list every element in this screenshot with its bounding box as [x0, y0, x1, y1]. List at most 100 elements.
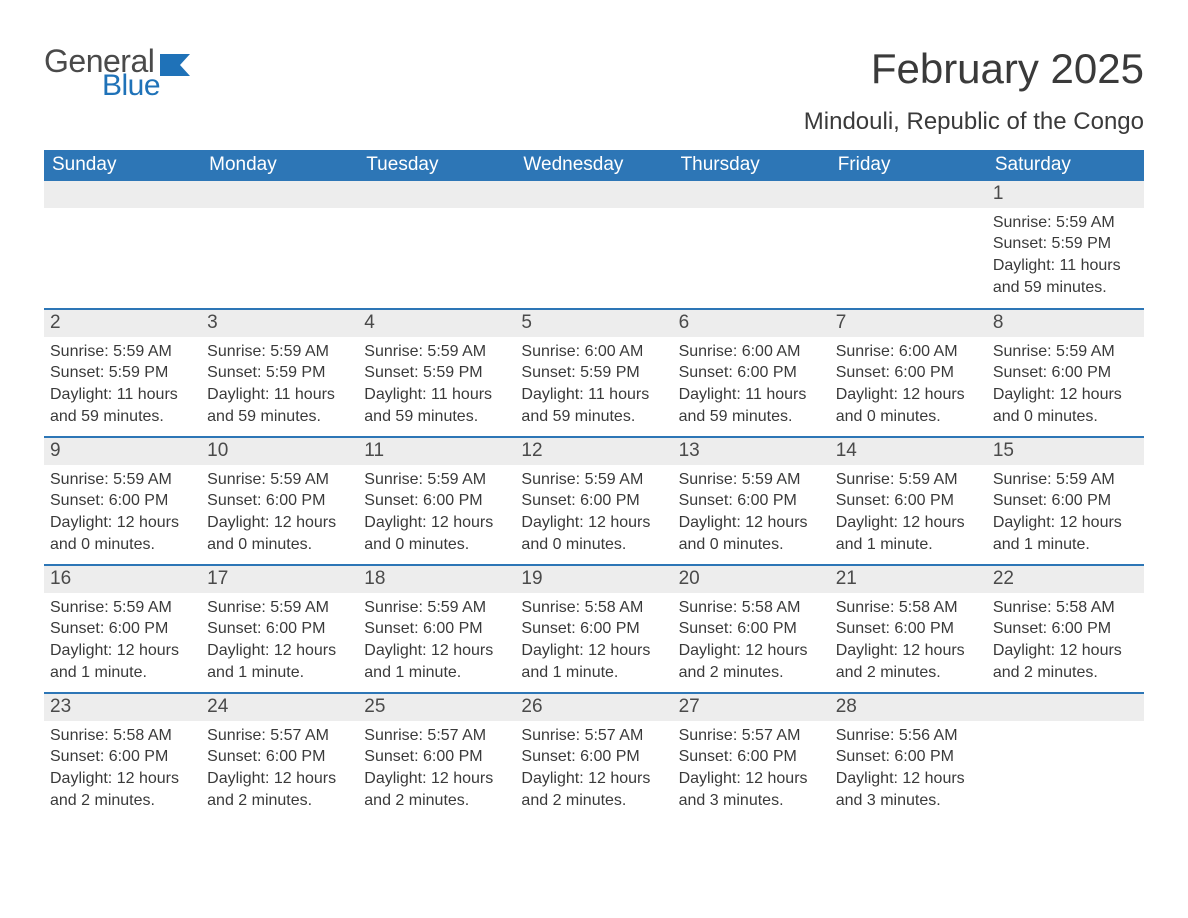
- day-number: 17: [201, 566, 358, 593]
- calendar-cell: 5Sunrise: 6:00 AMSunset: 5:59 PMDaylight…: [515, 309, 672, 437]
- daylight-text: Daylight: 12 hours and 1 minute.: [521, 640, 666, 683]
- day-details: Sunrise: 5:59 AMSunset: 6:00 PMDaylight:…: [44, 593, 201, 685]
- sunset-text: Sunset: 6:00 PM: [993, 362, 1138, 384]
- day-details: Sunrise: 5:59 AMSunset: 6:00 PMDaylight:…: [201, 593, 358, 685]
- day-number: 13: [673, 438, 830, 465]
- sunrise-text: Sunrise: 6:00 AM: [521, 341, 666, 363]
- day-details: Sunrise: 5:57 AMSunset: 6:00 PMDaylight:…: [515, 721, 672, 813]
- sunrise-text: Sunrise: 5:59 AM: [207, 597, 352, 619]
- sunset-text: Sunset: 6:00 PM: [993, 490, 1138, 512]
- sunset-text: Sunset: 6:00 PM: [836, 362, 981, 384]
- daylight-text: Daylight: 12 hours and 1 minute.: [364, 640, 509, 683]
- day-number: 27: [673, 694, 830, 721]
- daylight-text: Daylight: 11 hours and 59 minutes.: [993, 255, 1138, 298]
- day-number: 19: [515, 566, 672, 593]
- daylight-text: Daylight: 11 hours and 59 minutes.: [364, 384, 509, 427]
- day-number: 23: [44, 694, 201, 721]
- day-number: 16: [44, 566, 201, 593]
- sunrise-text: Sunrise: 5:59 AM: [207, 469, 352, 491]
- empty-day-strip: [201, 181, 358, 208]
- day-details: Sunrise: 5:59 AMSunset: 5:59 PMDaylight:…: [987, 208, 1144, 300]
- calendar-cell: [987, 693, 1144, 821]
- sunrise-text: Sunrise: 5:58 AM: [836, 597, 981, 619]
- calendar-cell: 11Sunrise: 5:59 AMSunset: 6:00 PMDayligh…: [358, 437, 515, 565]
- day-number: 24: [201, 694, 358, 721]
- day-number: 1: [987, 181, 1144, 208]
- calendar-cell: 23Sunrise: 5:58 AMSunset: 6:00 PMDayligh…: [44, 693, 201, 821]
- day-details: Sunrise: 5:57 AMSunset: 6:00 PMDaylight:…: [201, 721, 358, 813]
- daylight-text: Daylight: 12 hours and 0 minutes.: [207, 512, 352, 555]
- calendar-week: 2Sunrise: 5:59 AMSunset: 5:59 PMDaylight…: [44, 309, 1144, 437]
- brand-blue: Blue: [102, 73, 160, 99]
- day-details: Sunrise: 5:59 AMSunset: 6:00 PMDaylight:…: [44, 465, 201, 557]
- calendar-cell: 7Sunrise: 6:00 AMSunset: 6:00 PMDaylight…: [830, 309, 987, 437]
- calendar-week: 1Sunrise: 5:59 AMSunset: 5:59 PMDaylight…: [44, 181, 1144, 309]
- sunset-text: Sunset: 6:00 PM: [364, 490, 509, 512]
- calendar-cell: [44, 181, 201, 309]
- day-number: 22: [987, 566, 1144, 593]
- sunset-text: Sunset: 5:59 PM: [207, 362, 352, 384]
- brand-text: General Blue: [44, 48, 160, 99]
- sunrise-text: Sunrise: 5:59 AM: [364, 597, 509, 619]
- calendar-cell: 12Sunrise: 5:59 AMSunset: 6:00 PMDayligh…: [515, 437, 672, 565]
- calendar-cell: 16Sunrise: 5:59 AMSunset: 6:00 PMDayligh…: [44, 565, 201, 693]
- daylight-text: Daylight: 12 hours and 1 minute.: [50, 640, 195, 683]
- daylight-text: Daylight: 12 hours and 0 minutes.: [521, 512, 666, 555]
- calendar-cell: [830, 181, 987, 309]
- daylight-text: Daylight: 12 hours and 2 minutes.: [993, 640, 1138, 683]
- day-details: Sunrise: 6:00 AMSunset: 6:00 PMDaylight:…: [673, 337, 830, 429]
- calendar-cell: 18Sunrise: 5:59 AMSunset: 6:00 PMDayligh…: [358, 565, 515, 693]
- day-details: Sunrise: 6:00 AMSunset: 5:59 PMDaylight:…: [515, 337, 672, 429]
- sunrise-text: Sunrise: 5:58 AM: [50, 725, 195, 747]
- daylight-text: Daylight: 12 hours and 0 minutes.: [679, 512, 824, 555]
- empty-day-strip: [44, 181, 201, 208]
- calendar-week: 23Sunrise: 5:58 AMSunset: 6:00 PMDayligh…: [44, 693, 1144, 821]
- sunset-text: Sunset: 6:00 PM: [836, 746, 981, 768]
- daylight-text: Daylight: 12 hours and 2 minutes.: [521, 768, 666, 811]
- calendar-cell: 1Sunrise: 5:59 AMSunset: 5:59 PMDaylight…: [987, 181, 1144, 309]
- calendar-week: 9Sunrise: 5:59 AMSunset: 6:00 PMDaylight…: [44, 437, 1144, 565]
- empty-day-strip: [830, 181, 987, 208]
- daylight-text: Daylight: 11 hours and 59 minutes.: [207, 384, 352, 427]
- day-number: 4: [358, 310, 515, 337]
- daylight-text: Daylight: 12 hours and 2 minutes.: [207, 768, 352, 811]
- day-number: 15: [987, 438, 1144, 465]
- calendar-cell: 22Sunrise: 5:58 AMSunset: 6:00 PMDayligh…: [987, 565, 1144, 693]
- sunrise-text: Sunrise: 5:59 AM: [521, 469, 666, 491]
- day-number: 25: [358, 694, 515, 721]
- calendar-cell: 25Sunrise: 5:57 AMSunset: 6:00 PMDayligh…: [358, 693, 515, 821]
- day-details: Sunrise: 5:56 AMSunset: 6:00 PMDaylight:…: [830, 721, 987, 813]
- calendar-cell: 14Sunrise: 5:59 AMSunset: 6:00 PMDayligh…: [830, 437, 987, 565]
- calendar-cell: 19Sunrise: 5:58 AMSunset: 6:00 PMDayligh…: [515, 565, 672, 693]
- day-details: Sunrise: 6:00 AMSunset: 6:00 PMDaylight:…: [830, 337, 987, 429]
- sunset-text: Sunset: 6:00 PM: [207, 746, 352, 768]
- empty-day-strip: [673, 181, 830, 208]
- daylight-text: Daylight: 11 hours and 59 minutes.: [679, 384, 824, 427]
- day-number: 7: [830, 310, 987, 337]
- sunrise-text: Sunrise: 5:57 AM: [679, 725, 824, 747]
- sunrise-text: Sunrise: 5:59 AM: [207, 341, 352, 363]
- calendar-cell: 13Sunrise: 5:59 AMSunset: 6:00 PMDayligh…: [673, 437, 830, 565]
- calendar-cell: 24Sunrise: 5:57 AMSunset: 6:00 PMDayligh…: [201, 693, 358, 821]
- day-details: Sunrise: 5:57 AMSunset: 6:00 PMDaylight:…: [358, 721, 515, 813]
- calendar-cell: 8Sunrise: 5:59 AMSunset: 6:00 PMDaylight…: [987, 309, 1144, 437]
- day-details: Sunrise: 5:59 AMSunset: 6:00 PMDaylight:…: [358, 465, 515, 557]
- daylight-text: Daylight: 12 hours and 0 minutes.: [993, 384, 1138, 427]
- calendar-cell: 21Sunrise: 5:58 AMSunset: 6:00 PMDayligh…: [830, 565, 987, 693]
- daylight-text: Daylight: 12 hours and 2 minutes.: [50, 768, 195, 811]
- daylight-text: Daylight: 11 hours and 59 minutes.: [521, 384, 666, 427]
- calendar-cell: 3Sunrise: 5:59 AMSunset: 5:59 PMDaylight…: [201, 309, 358, 437]
- sunrise-text: Sunrise: 6:00 AM: [679, 341, 824, 363]
- calendar-cell: 6Sunrise: 6:00 AMSunset: 6:00 PMDaylight…: [673, 309, 830, 437]
- daylight-text: Daylight: 12 hours and 2 minutes.: [364, 768, 509, 811]
- sunrise-text: Sunrise: 5:59 AM: [993, 212, 1138, 234]
- daylight-text: Daylight: 12 hours and 1 minute.: [993, 512, 1138, 555]
- daylight-text: Daylight: 12 hours and 2 minutes.: [679, 640, 824, 683]
- sunset-text: Sunset: 6:00 PM: [679, 618, 824, 640]
- sunset-text: Sunset: 5:59 PM: [993, 233, 1138, 255]
- daylight-text: Daylight: 12 hours and 1 minute.: [836, 512, 981, 555]
- day-details: Sunrise: 5:58 AMSunset: 6:00 PMDaylight:…: [987, 593, 1144, 685]
- day-number: 11: [358, 438, 515, 465]
- daylight-text: Daylight: 12 hours and 0 minutes.: [836, 384, 981, 427]
- day-details: Sunrise: 5:58 AMSunset: 6:00 PMDaylight:…: [673, 593, 830, 685]
